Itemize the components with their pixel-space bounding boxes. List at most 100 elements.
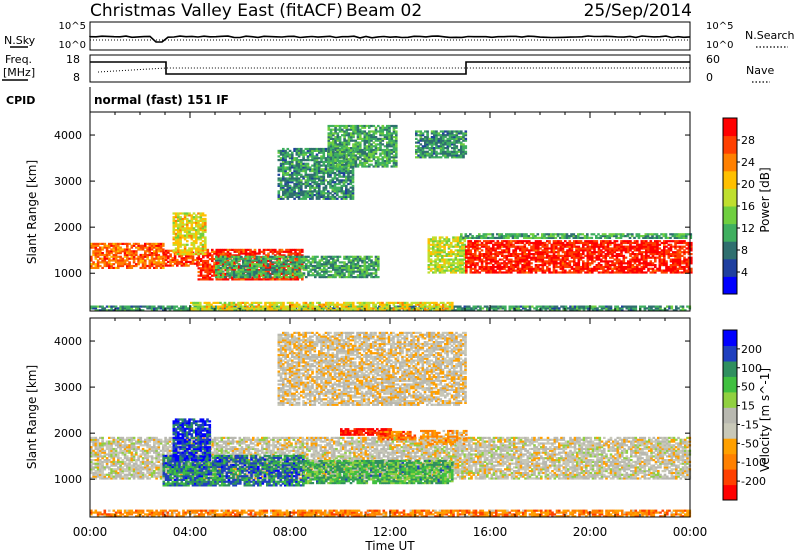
freq-tick-top: 18	[66, 53, 80, 66]
power-cell	[602, 233, 605, 235]
power-cell	[348, 256, 351, 258]
power-cell	[455, 253, 458, 255]
power-cell	[197, 233, 200, 235]
power-cell	[598, 266, 601, 268]
power-cell	[575, 271, 578, 273]
power-cell	[162, 243, 165, 245]
power-cell	[357, 164, 360, 166]
power-cell	[332, 158, 335, 160]
power-cell	[479, 271, 482, 273]
power-cell	[424, 145, 427, 147]
power-cell	[289, 256, 292, 258]
power-cell	[393, 136, 396, 138]
power-cell	[280, 261, 283, 263]
power-cell	[135, 250, 138, 252]
power-cell	[144, 243, 147, 245]
power-cell	[519, 262, 522, 264]
power-cell	[329, 176, 332, 178]
power-cell	[202, 256, 205, 258]
power-cell	[343, 172, 346, 174]
power-cell	[364, 130, 367, 132]
power-cell	[439, 266, 442, 268]
power-cell	[334, 259, 337, 261]
power-cell	[370, 261, 373, 263]
power-cell	[320, 148, 323, 150]
power-cell	[300, 192, 303, 194]
power-cell	[388, 129, 391, 131]
power-cell	[278, 190, 281, 192]
power-cell	[438, 142, 441, 144]
power-cell	[177, 246, 180, 248]
power-cell	[220, 261, 223, 263]
power-cell	[282, 154, 285, 156]
power-cell	[300, 150, 303, 152]
power-cell	[384, 154, 387, 156]
power-cell	[298, 258, 301, 260]
power-cell	[336, 192, 339, 194]
power-cell	[542, 266, 545, 268]
power-cell	[571, 253, 574, 255]
power-cell	[316, 166, 319, 168]
power-cell	[584, 235, 587, 237]
power-cell	[432, 260, 435, 262]
power-cell	[537, 233, 540, 235]
power-cell	[220, 258, 223, 260]
power-cell	[432, 264, 435, 266]
power-cell	[162, 245, 165, 247]
power-cell	[291, 187, 294, 189]
power-cell	[448, 253, 451, 255]
power-cell	[526, 271, 529, 273]
power-cell	[204, 246, 207, 248]
power-cell	[312, 267, 315, 269]
power-cell	[338, 176, 341, 178]
power-cell	[144, 245, 147, 247]
power-cell	[377, 256, 380, 258]
power-cell	[321, 271, 324, 273]
power-cell	[571, 249, 574, 251]
power-cell	[329, 172, 332, 174]
power-cell	[249, 278, 252, 280]
power-cell	[276, 256, 279, 258]
power-cell	[287, 185, 290, 187]
power-cell	[429, 149, 432, 151]
power-cell	[338, 172, 341, 174]
power-cell	[320, 176, 323, 178]
power-cell	[490, 271, 493, 273]
power-cell	[535, 271, 538, 273]
power-cell	[379, 162, 382, 164]
power-cell	[311, 179, 314, 181]
power-cell	[395, 142, 398, 144]
nsearch-tick-bottom: 10^0	[706, 40, 733, 51]
power-cell	[294, 267, 297, 269]
power-cell	[298, 256, 301, 258]
power-cell	[163, 252, 166, 254]
power-cell	[276, 271, 279, 273]
nsky-tick-top: 10^5	[59, 21, 86, 32]
power-cell	[553, 259, 556, 261]
power-cell	[379, 129, 382, 131]
power-cell	[361, 158, 364, 160]
power-cell	[197, 220, 200, 222]
power-cell	[305, 276, 308, 278]
power-cell	[593, 246, 596, 248]
power-cell	[287, 166, 290, 168]
power-cell	[209, 277, 212, 279]
power-cell	[384, 162, 387, 164]
power-cell	[328, 136, 331, 138]
power-cell	[287, 192, 290, 194]
power-cell	[316, 172, 319, 174]
power-cell	[153, 267, 156, 269]
power-cell	[366, 132, 369, 134]
power-cell	[325, 148, 328, 150]
power-cell	[377, 276, 380, 278]
power-cell	[366, 154, 369, 156]
power-cell	[476, 262, 479, 264]
power-cell	[108, 245, 111, 247]
power-cell	[553, 249, 556, 251]
power-cell	[448, 259, 451, 261]
power-cell	[432, 268, 435, 270]
power-cell	[382, 143, 385, 145]
power-cell	[278, 150, 281, 152]
power-cell	[453, 136, 456, 138]
power-cell	[439, 236, 442, 238]
